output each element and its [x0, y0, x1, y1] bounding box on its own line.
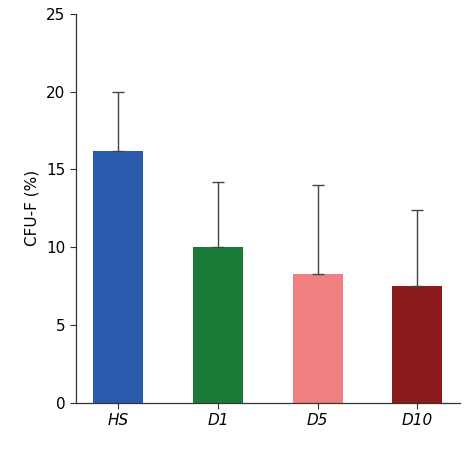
Bar: [392, 286, 442, 403]
Bar: [93, 151, 143, 403]
Bar: [293, 274, 343, 403]
Bar: [193, 247, 243, 403]
Y-axis label: CFU-F (%): CFU-F (%): [24, 170, 39, 246]
